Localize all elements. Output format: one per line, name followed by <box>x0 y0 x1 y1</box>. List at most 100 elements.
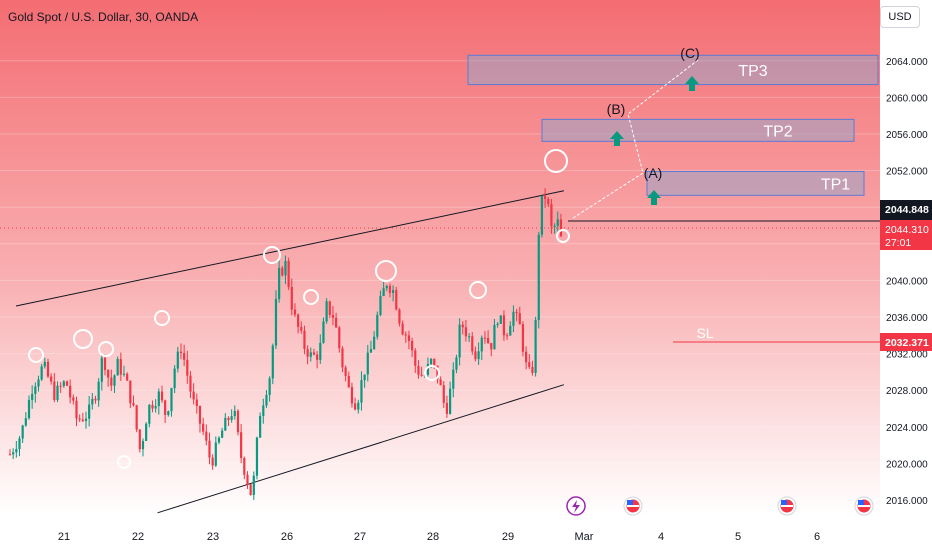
candle-body <box>281 267 284 276</box>
candle-body <box>328 301 331 315</box>
candle-body <box>189 375 192 392</box>
candle-body <box>401 323 404 335</box>
flag-stripe <box>858 505 870 507</box>
current-price-label: 2044.848 <box>885 204 929 216</box>
last-price-box <box>880 220 932 250</box>
candle-body <box>436 365 439 380</box>
swing-point-circle <box>544 149 568 173</box>
flag-canton <box>627 500 633 505</box>
candle-body <box>132 403 135 406</box>
chart-title: Gold Spot / U.S. Dollar, 30, OANDA <box>8 10 199 24</box>
candle-body <box>363 374 366 381</box>
time-tick-label: Mar <box>575 531 594 543</box>
candle-body <box>233 410 236 417</box>
zone-label-tp1: TP1 <box>821 176 850 193</box>
candle-body <box>319 342 322 360</box>
candle-body <box>122 373 126 375</box>
candle-body <box>94 398 97 401</box>
candle-body <box>369 349 373 353</box>
candle-body <box>515 311 518 314</box>
time-tick-label: 27 <box>354 531 366 543</box>
candle-body <box>170 388 173 412</box>
candle-body <box>230 416 233 421</box>
candle-body <box>24 418 27 426</box>
candle-body <box>179 351 183 354</box>
candle-body <box>43 361 46 367</box>
wave-projection-path <box>572 59 699 219</box>
candle-body <box>56 385 59 400</box>
candle-body <box>265 394 268 406</box>
candle-body <box>335 317 338 328</box>
candle-body <box>297 314 300 327</box>
up-arrow-icon <box>685 76 699 91</box>
price-tick-label: 2020.000 <box>886 459 928 470</box>
swing-point-circle <box>98 341 114 357</box>
candle-body <box>75 400 78 419</box>
last-price-label: 2044.310 <box>885 224 929 236</box>
candle-body <box>477 351 480 360</box>
candle-body <box>474 351 477 360</box>
candle-body <box>217 437 221 443</box>
candle-body <box>8 454 12 456</box>
candle-body <box>221 430 224 438</box>
candle-body <box>249 484 252 496</box>
candle-body <box>325 301 328 322</box>
candle-body <box>293 309 297 315</box>
candle-body <box>379 296 382 315</box>
price-tick-label: 2052.000 <box>886 167 928 178</box>
candle-body <box>31 393 34 400</box>
candle-body <box>167 411 170 415</box>
candle-body <box>407 335 411 342</box>
candle-body <box>154 406 157 409</box>
candle-body <box>205 431 208 441</box>
currency-button[interactable]: USD <box>880 6 920 28</box>
price-tick-label: 2024.000 <box>886 423 928 434</box>
time-tick-label: 29 <box>502 531 514 543</box>
candle-body <box>547 198 550 205</box>
zone-tp1 <box>646 171 865 196</box>
candle-body <box>129 380 132 404</box>
candle-body <box>195 399 198 407</box>
candle-body <box>110 377 113 386</box>
candle-body <box>37 379 40 387</box>
candle-body <box>553 225 556 227</box>
swing-point-circle <box>303 289 319 305</box>
candle-body <box>373 336 376 350</box>
candle-body <box>452 369 455 389</box>
time-tick-label: 28 <box>427 531 439 543</box>
candle-body <box>550 204 553 227</box>
candle-body <box>287 260 290 287</box>
time-axis[interactable]: 21 22 23 26 27 28 29 Mar 4 5 6 <box>58 531 820 543</box>
candle-body <box>322 321 325 343</box>
candle-body <box>395 290 398 310</box>
event-markers[interactable] <box>566 496 874 516</box>
candle-body <box>224 417 227 431</box>
candle-body <box>480 337 483 352</box>
flag-stripe <box>627 505 639 507</box>
candle-body <box>100 357 103 382</box>
candle-body <box>91 398 94 405</box>
price-tick-label: 2032.000 <box>886 350 928 361</box>
channel-line-upper <box>15 190 564 307</box>
candle-body <box>46 361 50 377</box>
candle-body <box>145 423 148 441</box>
candle-body <box>116 359 119 376</box>
candle-body <box>442 385 445 403</box>
wave-label: (B) <box>607 101 626 117</box>
candle-body <box>382 288 385 297</box>
candle-body <box>360 380 363 403</box>
candle-body <box>461 324 464 328</box>
candle-body <box>240 432 243 458</box>
candle-body <box>556 219 559 226</box>
candle-body <box>69 385 72 398</box>
candle-body <box>483 337 487 339</box>
candle-body <box>331 314 335 318</box>
time-tick-label: 21 <box>58 531 70 543</box>
candle-body <box>487 337 490 344</box>
price-axis[interactable]: 2016.000 2020.000 2024.000 2028.000 2032.000… <box>880 57 932 507</box>
candle-body <box>509 325 512 336</box>
candle-body <box>300 326 303 331</box>
candle-body <box>62 381 65 386</box>
